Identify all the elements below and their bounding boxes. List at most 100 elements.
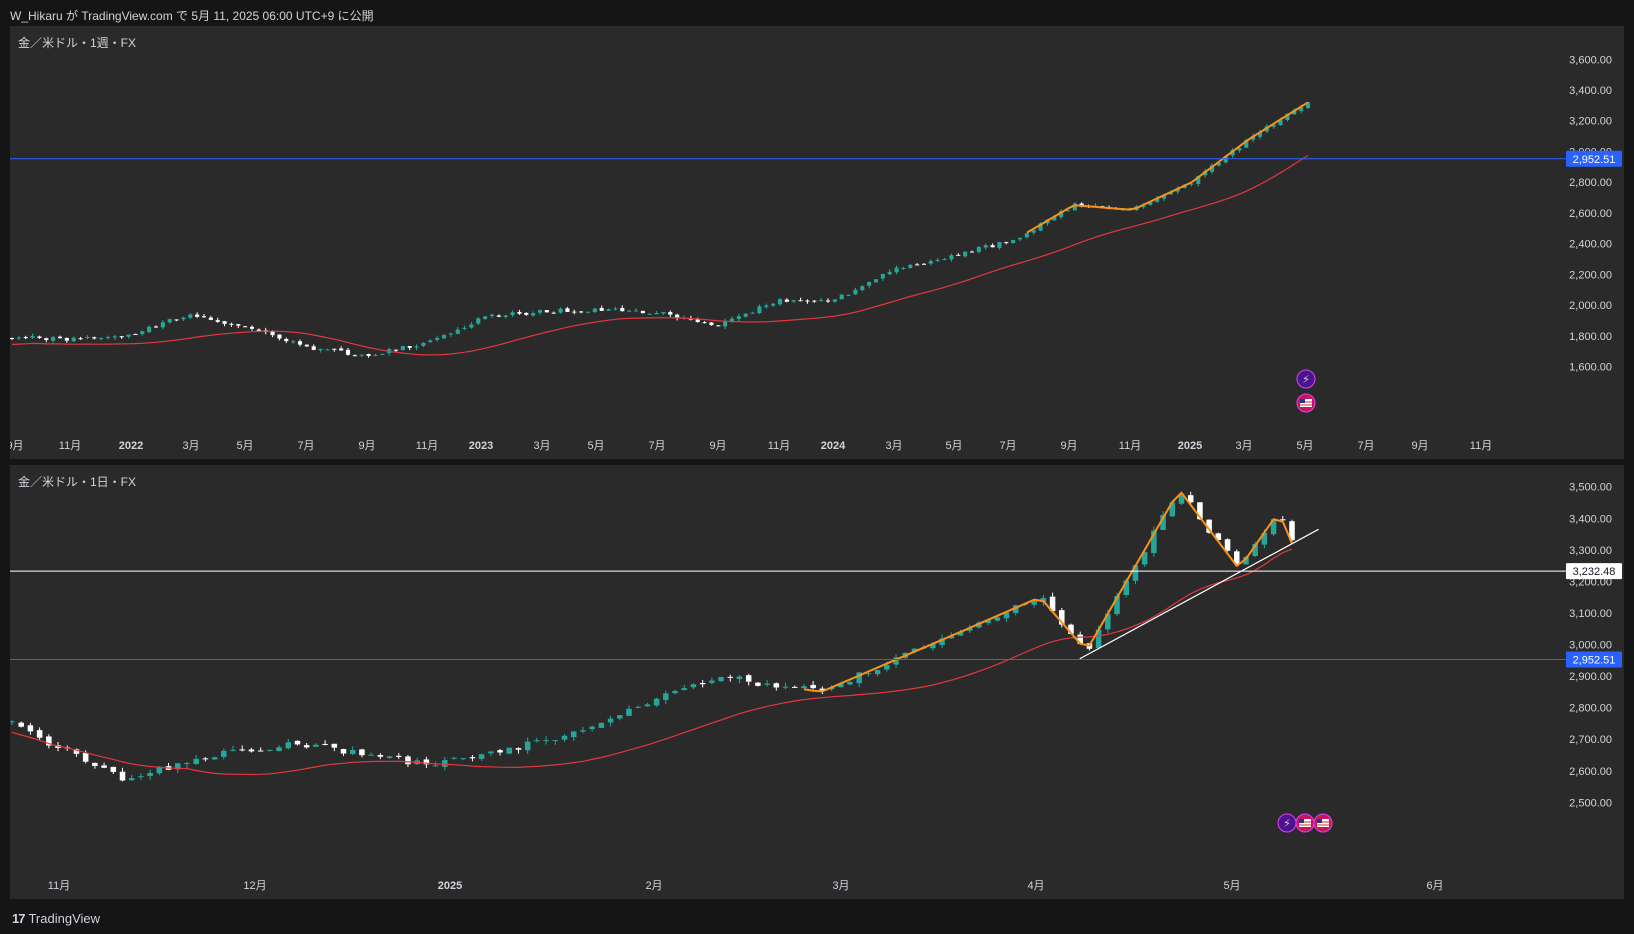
weekly-candle-body (565, 308, 570, 312)
weekly-y-tick: 3,400.00 (1569, 85, 1612, 97)
us-flag-icon[interactable] (1296, 393, 1316, 413)
weekly-candle-body (400, 346, 405, 351)
tradingview-logo[interactable]: 17 TradingView (12, 911, 100, 926)
weekly-x-tick: 9月 (1060, 440, 1077, 452)
daily-candle-body (957, 631, 964, 636)
daily-candle-body (819, 688, 826, 691)
daily-pattern-line[interactable] (803, 491, 1293, 693)
daily-candle-body (552, 740, 559, 742)
daily-candle-body (46, 736, 52, 746)
weekly-candle-body (57, 336, 63, 339)
daily-candle-body (396, 755, 402, 757)
daily-y-tick: 3,200.00 (1569, 576, 1612, 588)
daily-trendline[interactable] (1079, 528, 1319, 660)
weekly-pattern-line[interactable] (1026, 101, 1309, 234)
daily-candle-body (966, 627, 973, 631)
daily-candle-body (1114, 595, 1120, 615)
weekly-candle-body (867, 281, 872, 286)
daily-candle-body (469, 757, 476, 759)
daily-candle-body (1160, 514, 1166, 530)
daily-x-tick: 12月 (243, 880, 266, 892)
weekly-candle-body (380, 353, 385, 355)
daily-candle-body (110, 766, 117, 772)
weekly-candle-body (935, 259, 940, 261)
weekly-candle-body (270, 331, 275, 336)
weekly-candle-body (1292, 110, 1297, 115)
daily-price-label: 2,952.51 (1573, 655, 1616, 667)
daily-candle-body (1123, 580, 1130, 596)
weekly-candle-body (709, 322, 714, 326)
daily-candle-body (331, 743, 338, 748)
weekly-candle-body (1305, 102, 1311, 109)
weekly-x-tick: 3月 (885, 440, 902, 452)
weekly-candle-body (579, 311, 584, 313)
weekly-candle-body (1209, 165, 1215, 172)
weekly-candle-body (599, 307, 604, 311)
weekly-candle-body (435, 337, 440, 340)
weekly-candle-body (812, 300, 817, 302)
weekly-candle-body (1299, 107, 1304, 111)
weekly-candle-body (153, 326, 159, 328)
daily-candle-body (893, 657, 899, 665)
weekly-candle-body (496, 315, 501, 317)
weekly-chart-svg[interactable]: 3,600.003,400.003,200.003,000.002,800.00… (10, 26, 1624, 459)
daily-y-tick: 3,500.00 (1569, 482, 1612, 494)
daily-candle-body (884, 664, 890, 670)
weekly-candle-body (894, 267, 899, 273)
us-flag-icon[interactable] (1295, 813, 1315, 833)
weekly-candle-body (1216, 162, 1221, 166)
weekly-candle-body (284, 338, 289, 342)
weekly-chart-pane[interactable]: 金／米ドル・1週・FX 3,600.003,400.003,200.003,00… (10, 26, 1624, 459)
weekly-candle-body (880, 273, 885, 279)
weekly-candle-body (181, 317, 186, 320)
weekly-candle-body (318, 348, 323, 351)
weekly-candle-body (640, 310, 645, 314)
weekly-candle-body (537, 310, 543, 313)
weekly-candle-body (860, 286, 865, 291)
weekly-candle-body (10, 337, 15, 339)
daily-candle-body (755, 682, 761, 686)
weekly-candle-body (1141, 205, 1146, 208)
weekly-candle-body (606, 309, 611, 311)
daily-candle-body (690, 684, 697, 688)
weekly-candle-body (1024, 233, 1029, 238)
weekly-x-tick: 3月 (1235, 440, 1252, 452)
weekly-candle-body (339, 348, 344, 351)
weekly-y-tick: 1,600.00 (1569, 362, 1612, 374)
daily-candle-body (736, 676, 743, 680)
weekly-candle-body (620, 308, 625, 312)
weekly-candle-body (873, 279, 879, 283)
weekly-candle-body (297, 341, 303, 345)
weekly-x-tick: 11月 (59, 440, 81, 452)
weekly-x-tick: 2022 (119, 440, 143, 452)
weekly-candle-body (64, 337, 69, 341)
lightning-icon[interactable]: ⚡ (1277, 813, 1297, 833)
daily-candle-body (1289, 521, 1295, 541)
daily-y-tick: 2,700.00 (1569, 734, 1612, 746)
weekly-candle-body (249, 326, 255, 329)
daily-chart-pane[interactable]: 金／米ドル・1日・FX 3,600.003,500.003,400.003,30… (10, 465, 1624, 899)
daily-candle-body (589, 726, 595, 730)
weekly-x-tick: 11月 (416, 440, 438, 452)
daily-x-tick: 6月 (1426, 880, 1443, 892)
daily-candle-body (488, 751, 494, 754)
weekly-candle-body (147, 326, 152, 333)
weekly-candle-body (414, 346, 419, 348)
weekly-candle-body (373, 355, 378, 357)
daily-candle-body (423, 759, 430, 765)
daily-candle-body (460, 758, 466, 760)
daily-chart-svg[interactable]: 3,600.003,500.003,400.003,300.003,200.00… (10, 465, 1624, 899)
daily-candle-body (653, 698, 660, 706)
weekly-candle-body (140, 331, 145, 335)
daily-candle-body (1261, 532, 1268, 545)
weekly-candle-body (702, 322, 707, 324)
tradingview-logo-icon: 17 (12, 911, 26, 926)
weekly-y-tick: 2,400.00 (1569, 239, 1612, 251)
daily-candle-body (73, 749, 80, 754)
daily-candle-body (911, 648, 918, 653)
lightning-icon[interactable]: ⚡ (1296, 369, 1316, 389)
weekly-candle-body (551, 312, 556, 314)
daily-candle-body (285, 742, 292, 749)
us-flag-icon[interactable] (1313, 813, 1333, 833)
daily-candle-body (239, 749, 245, 751)
